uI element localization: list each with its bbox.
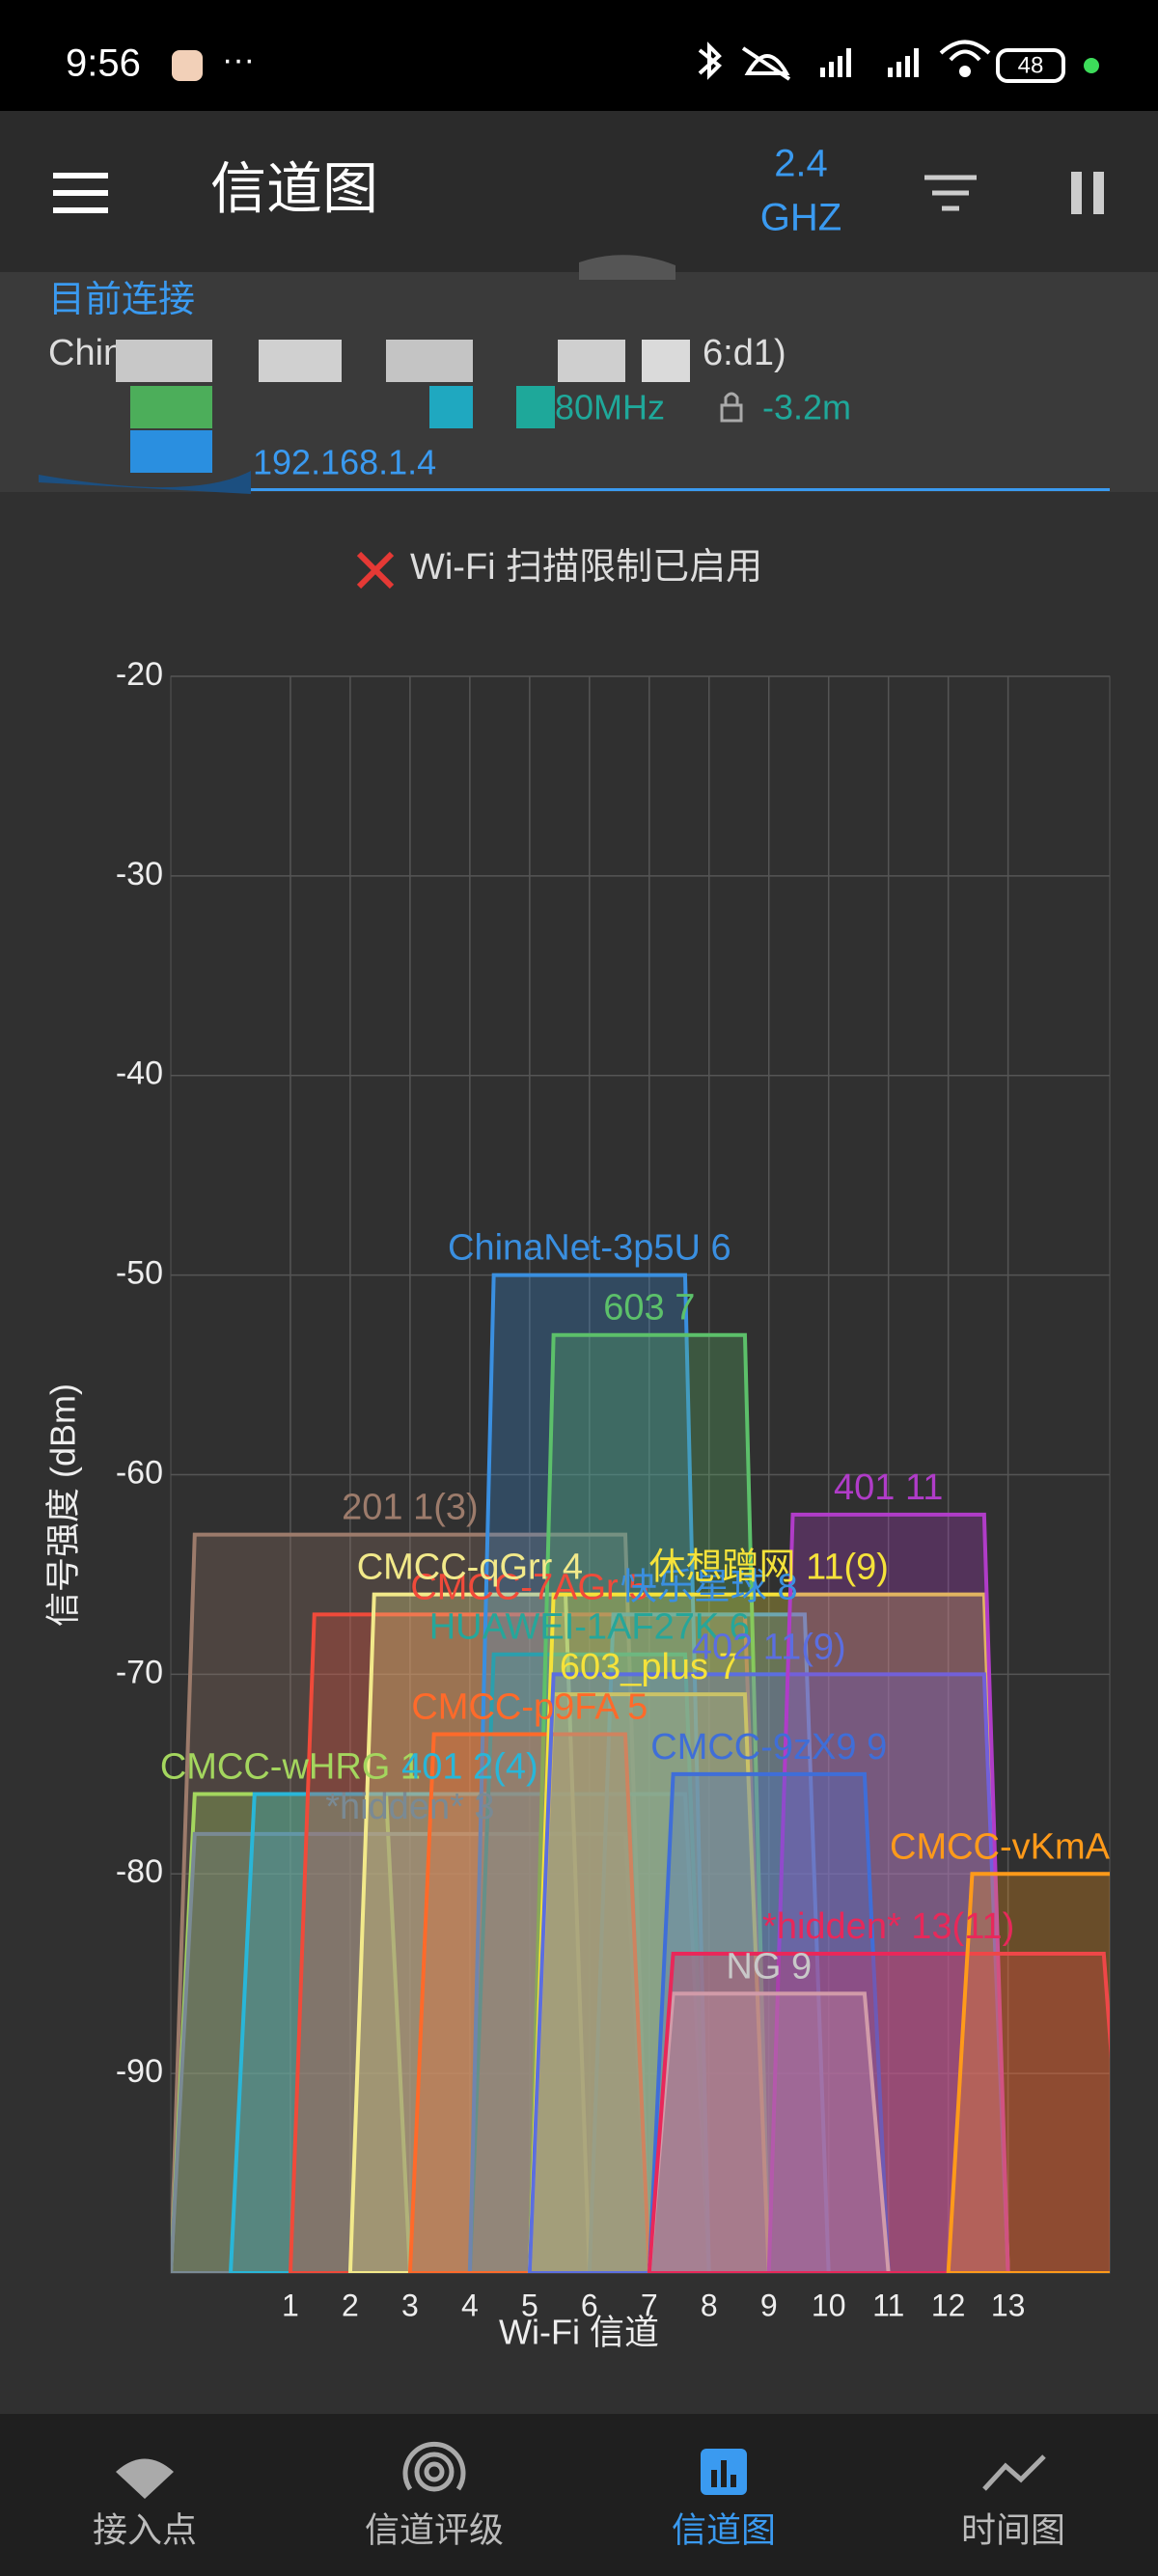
network-signal xyxy=(228,1792,711,2273)
network-label: *hidden* 3 xyxy=(325,1787,494,1827)
network-signal xyxy=(946,1872,1110,2273)
network-signal xyxy=(587,1612,831,2273)
network-signal xyxy=(527,1592,1010,2273)
network-signal xyxy=(407,1732,651,2273)
app-bar xyxy=(0,111,1158,272)
more: ··· xyxy=(222,41,255,78)
network-signal xyxy=(766,1512,1010,2273)
x-tick-label: 2 xyxy=(342,2288,359,2322)
network-signal xyxy=(527,1332,771,2273)
app-icon xyxy=(172,50,203,81)
nav-label[interactable]: 信道图 xyxy=(672,2510,776,2550)
network-label: 603_plus 7 xyxy=(560,1647,739,1687)
network-label: CMCC-vKmA xyxy=(890,1826,1111,1867)
y-tick-label: -90 xyxy=(116,2053,163,2090)
network-label: NG 9 xyxy=(726,1946,812,1987)
x-tick-label: 10 xyxy=(812,2288,846,2322)
network-signal xyxy=(527,1672,1010,2273)
network-label: CMCC-9zX9 9 xyxy=(650,1727,887,1768)
network-label: 603 7 xyxy=(603,1288,695,1329)
chart: Wi-Fi 信道 信号强度 (dBm) -20 -30 -40 -50 -60 -70 -8… xyxy=(43,656,1111,2352)
network-label: 401 11 xyxy=(834,1467,943,1508)
x-tick-label: 7 xyxy=(641,2288,658,2322)
content xyxy=(0,272,1158,2414)
network-label: CMCC-p9FA 5 xyxy=(411,1686,648,1727)
network-label: 快乐星球 8 xyxy=(620,1567,798,1607)
ip-address: 192.168.1.4 xyxy=(253,443,436,482)
network-label: ChinaNet-3p5U 6 xyxy=(448,1228,731,1269)
y-tick-label: -60 xyxy=(116,1454,163,1491)
network-label: *hidden* 13(11) xyxy=(762,1906,1014,1947)
mosaic xyxy=(39,255,690,494)
filter-button[interactable] xyxy=(924,175,977,211)
nav-icon-bars xyxy=(711,2460,736,2487)
network-label: HUAWEI-1AF27K 6 xyxy=(429,1607,750,1648)
network-signal xyxy=(171,1532,651,2273)
x-tick-label: 13 xyxy=(991,2288,1026,2322)
x-tick-label: 8 xyxy=(701,2288,718,2322)
x-axis-label: Wi-Fi 信道 xyxy=(499,2313,659,2352)
nav-icon xyxy=(982,2454,1046,2491)
x-tick-label: 12 xyxy=(931,2288,966,2322)
network-signal xyxy=(467,1273,711,2273)
network-label: 201 1(3) xyxy=(342,1488,479,1528)
network-label: 401 2(4) xyxy=(401,1747,538,1788)
connection-heading: 目前连接 xyxy=(48,280,195,320)
network-signal xyxy=(647,1771,891,2273)
network-signal xyxy=(647,1991,891,2273)
y-tick-label: -50 xyxy=(116,1255,163,1292)
lock-icon xyxy=(720,392,743,423)
signal-bars xyxy=(820,48,971,77)
page-title: 信道图 xyxy=(210,157,378,220)
nav-icon xyxy=(402,2441,466,2492)
band-value[interactable]: 2.4 xyxy=(774,143,828,185)
nav: 接入点 信道评级 信道图 时间图 xyxy=(93,2441,1065,2550)
warning-icon xyxy=(356,551,395,589)
clock: 9:56 xyxy=(66,42,141,85)
nav-label[interactable]: 信道评级 xyxy=(365,2510,504,2550)
x-tick-label: 11 xyxy=(872,2288,904,2322)
bssid: 6:d1) xyxy=(703,333,786,373)
pause-button[interactable] xyxy=(1071,172,1104,214)
network-label: CMCC-wHRG 1 xyxy=(160,1747,421,1788)
status-icons xyxy=(698,40,1065,83)
ssid: Chin xyxy=(48,333,124,373)
nav-icon xyxy=(116,2458,174,2499)
network-label: 休想蹭网 11(9) xyxy=(649,1548,889,1588)
network-signal xyxy=(647,1952,1110,2273)
nav-label[interactable]: 接入点 xyxy=(93,2510,197,2550)
network-signal xyxy=(171,1831,651,2273)
distance: -3.2m xyxy=(762,388,851,427)
battery-level: 48 xyxy=(1018,52,1044,78)
x-tick-label: 6 xyxy=(581,2288,598,2322)
x-tick-label: 9 xyxy=(760,2288,778,2322)
y-tick-label: -80 xyxy=(116,1853,163,1890)
y-axis-label: 信号强度 (dBm) xyxy=(43,1384,83,1627)
nav-label[interactable]: 时间图 xyxy=(961,2510,1065,2550)
network-signal xyxy=(467,1652,711,2273)
x-tick-label: 5 xyxy=(521,2288,538,2322)
network-label: 402 11(9) xyxy=(692,1627,846,1667)
x-tick-label: 1 xyxy=(282,2288,299,2322)
network-label: CMCC-qGrr 4 xyxy=(357,1548,583,1588)
network-label: CMCC-7AGr 5 xyxy=(410,1567,648,1607)
bottom-nav xyxy=(0,2414,1158,2576)
divider xyxy=(251,488,1110,491)
y-tick-label: -70 xyxy=(116,1654,163,1690)
warning-text: Wi-Fi 扫描限制已启用 xyxy=(410,547,762,588)
y-tick-label: -20 xyxy=(116,656,163,693)
dot xyxy=(1084,58,1099,73)
channel-width: 80MHz xyxy=(555,388,665,427)
y-tick-label: -30 xyxy=(116,856,163,892)
menu-button[interactable] xyxy=(53,173,108,213)
x-tick-label: 3 xyxy=(401,2288,419,2322)
x-tick-label: 4 xyxy=(461,2288,479,2322)
band-unit[interactable]: GHZ xyxy=(760,197,841,239)
y-tick-label: -40 xyxy=(116,1055,163,1092)
